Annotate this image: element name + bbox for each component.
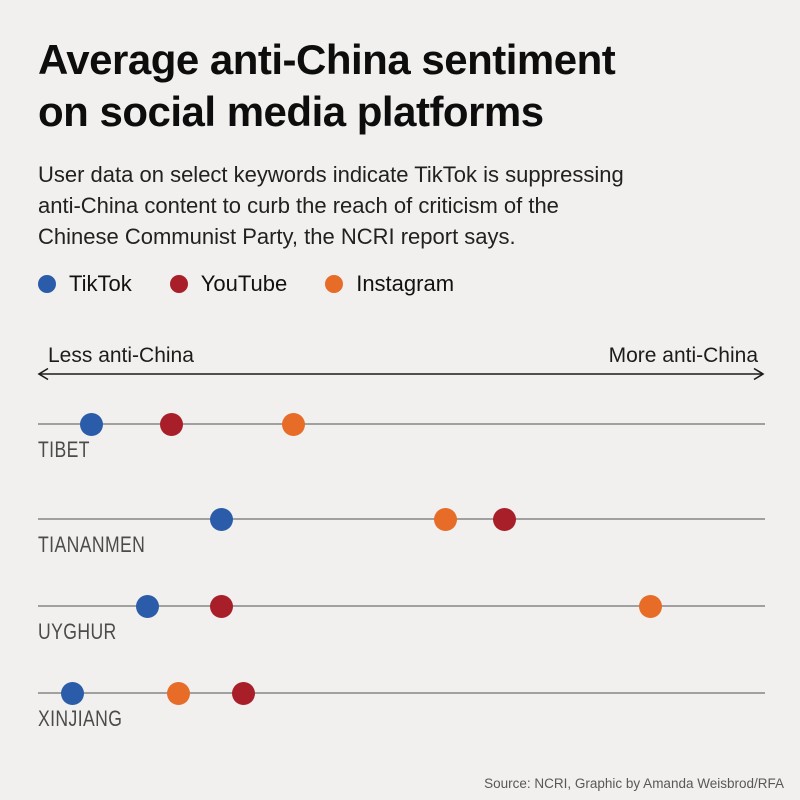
instagram-dot-tibet bbox=[282, 412, 306, 436]
instagram-dot-tiananmen bbox=[433, 507, 457, 531]
legend-item-youtube: YouTube bbox=[169, 271, 288, 297]
legend-item-instagram: Instagram bbox=[325, 271, 454, 297]
instagram-dot-uyghur bbox=[639, 594, 663, 618]
chart-subtitle-line1: User data on select keywords indicate Ti… bbox=[38, 162, 624, 187]
youtube-dot-xinjiang bbox=[231, 681, 255, 705]
legend-label: Instagram bbox=[356, 271, 455, 296]
tiktok-legend-dot-icon bbox=[38, 275, 56, 293]
chart-title-line2: on social media platforms bbox=[38, 88, 544, 135]
youtube-dot-uyghur bbox=[209, 594, 233, 618]
row-label-tibet: TIBET bbox=[38, 437, 90, 462]
youtube-legend-dot-icon bbox=[169, 275, 188, 293]
legend-item-tiktok: TikTok bbox=[38, 271, 132, 297]
row-line-tiananmen bbox=[38, 518, 765, 520]
axis-label-more: More anti-China bbox=[608, 344, 758, 367]
chart-subtitle-line2: anti-China content to curb the reach of … bbox=[38, 193, 559, 218]
axis-label-less: Less anti-China bbox=[48, 344, 194, 367]
legend-label: TikTok bbox=[69, 271, 132, 296]
chart-subtitle-line3: Chinese Communist Party, the NCRI report… bbox=[38, 224, 516, 249]
instagram-dot-xinjiang bbox=[166, 681, 190, 705]
row-label-uyghur: UYGHUR bbox=[38, 619, 117, 644]
youtube-dot-tiananmen bbox=[493, 507, 517, 531]
row-label-xinjiang: XINJIANG bbox=[38, 706, 123, 731]
tiktok-dot-tiananmen bbox=[209, 507, 233, 531]
chart-title: Average anti-China sentiment on social me… bbox=[38, 34, 616, 138]
tiktok-dot-xinjiang bbox=[60, 681, 84, 705]
tiktok-dot-uyghur bbox=[136, 594, 160, 618]
axis-double-arrow bbox=[37, 367, 765, 381]
source-credit: Source: NCRI, Graphic by Amanda Weisbrod… bbox=[484, 776, 784, 791]
legend-label: YouTube bbox=[200, 271, 288, 296]
chart-subtitle: User data on select keywords indicate Ti… bbox=[38, 159, 624, 252]
tiktok-dot-tibet bbox=[80, 412, 104, 436]
legend: TikTok YouTube Instagram bbox=[38, 271, 454, 297]
row-label-tiananmen: TIANANMEN bbox=[38, 532, 146, 557]
row-line-tibet bbox=[38, 423, 765, 425]
row-line-xinjiang bbox=[38, 692, 765, 694]
row-line-uyghur bbox=[38, 605, 765, 607]
instagram-legend-dot-icon bbox=[325, 275, 344, 293]
chart-title-line1: Average anti-China sentiment bbox=[38, 36, 616, 83]
youtube-dot-tibet bbox=[159, 412, 183, 436]
